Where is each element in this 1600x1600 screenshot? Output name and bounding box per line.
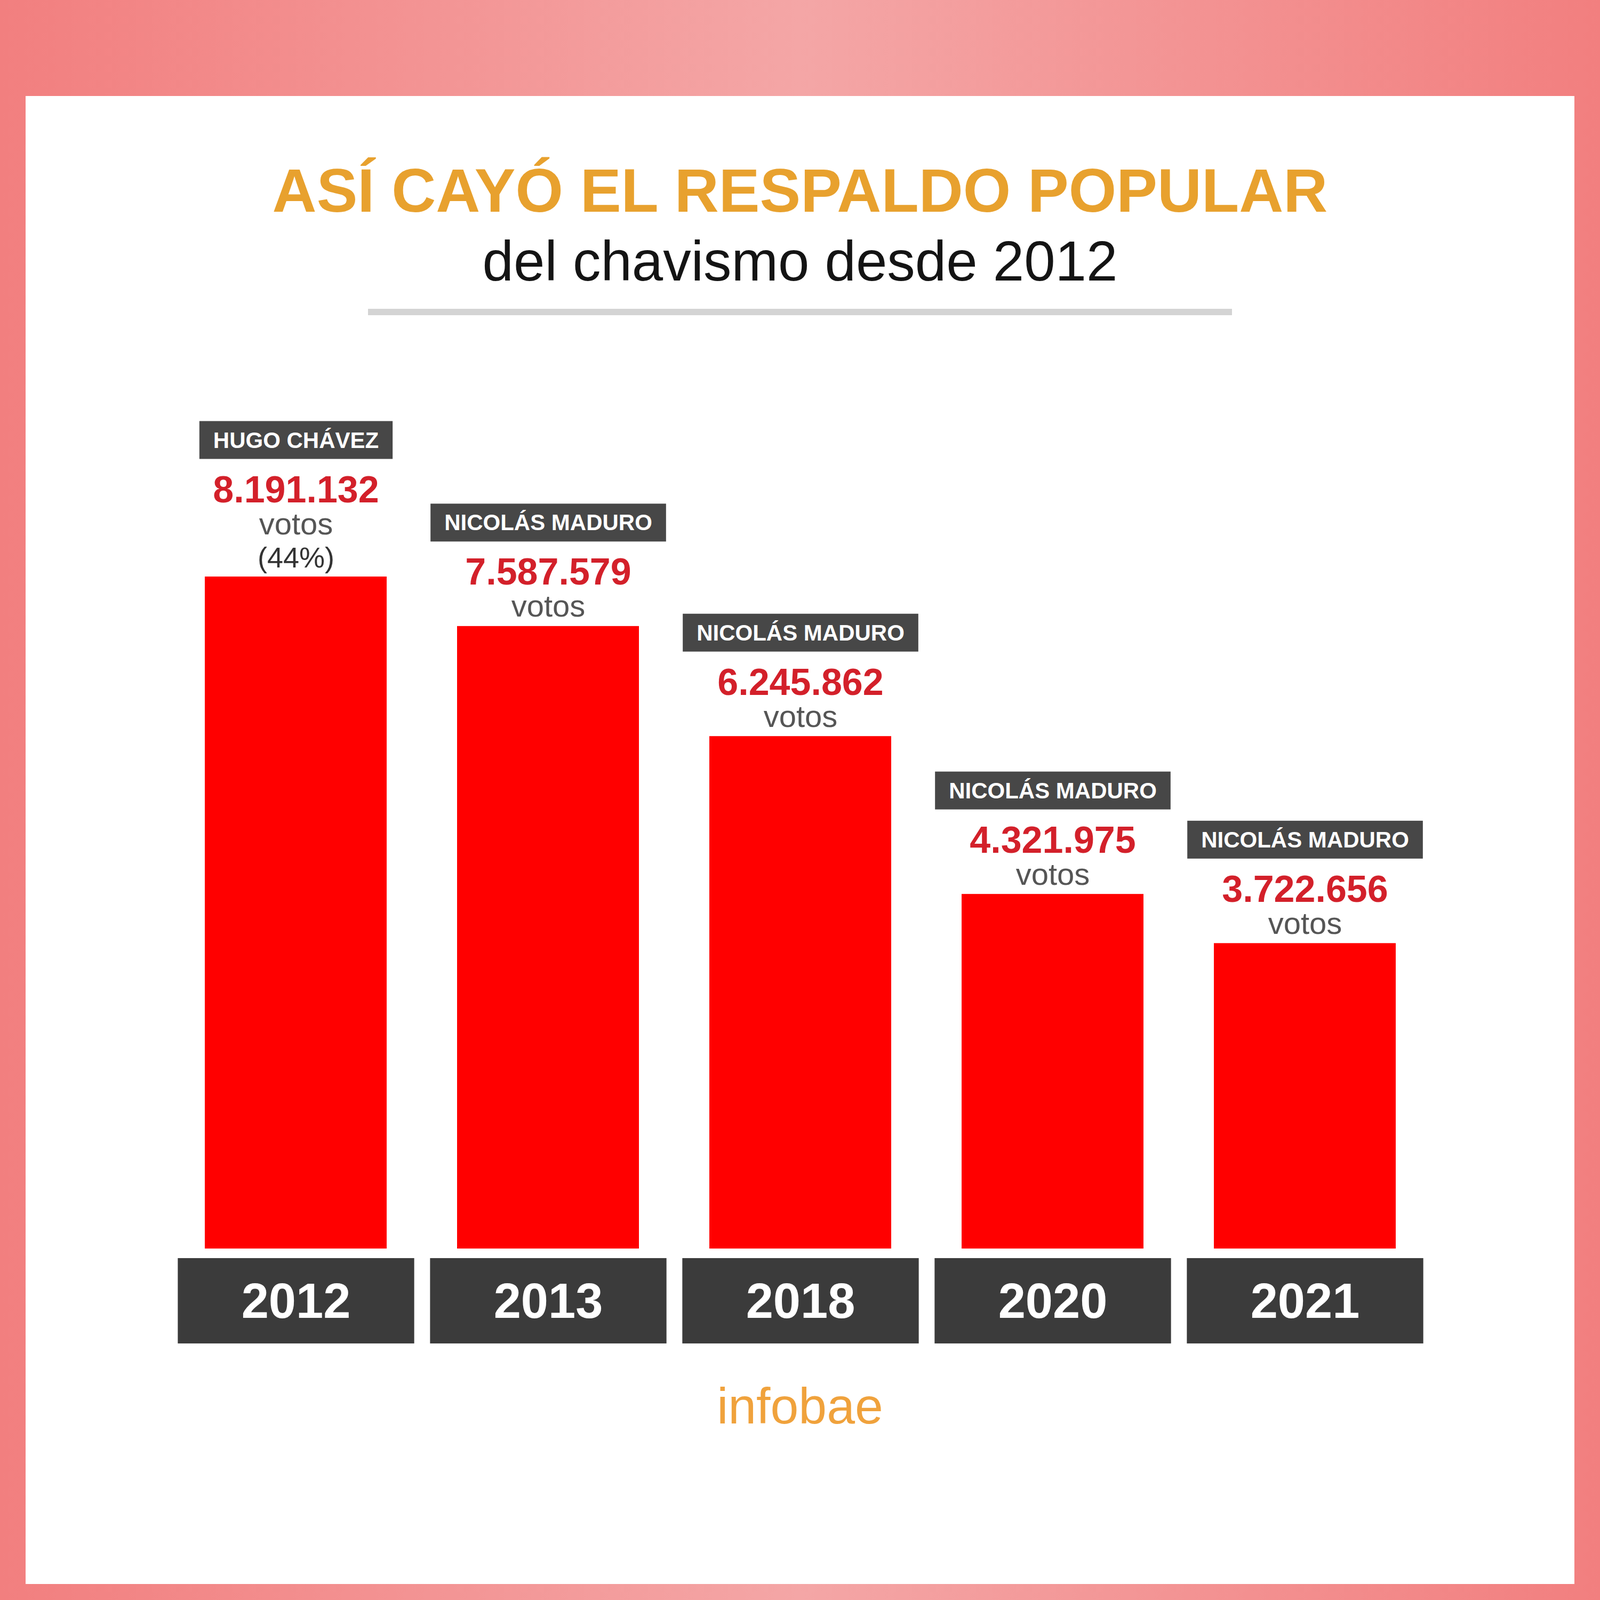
svg-text:2012: 2012 — [241, 1273, 351, 1328]
svg-text:votos: votos — [259, 506, 334, 541]
svg-text:votos: votos — [1016, 856, 1091, 892]
svg-text:votos: votos — [511, 588, 586, 623]
svg-text:3.722.656: 3.722.656 — [1221, 868, 1388, 910]
svg-text:2021: 2021 — [1250, 1273, 1360, 1328]
svg-text:NICOLÁS MADURO: NICOLÁS MADURO — [1201, 827, 1410, 853]
svg-text:NICOLÁS MADURO: NICOLÁS MADURO — [696, 620, 905, 646]
svg-text:HUGO CHÁVEZ: HUGO CHÁVEZ — [213, 427, 379, 453]
svg-text:7.587.579: 7.587.579 — [465, 550, 631, 593]
html-text:infobae: infobae — [716, 1377, 884, 1435]
svg-text:(44%): (44%) — [257, 541, 335, 574]
svg-text:2020: 2020 — [998, 1273, 1108, 1328]
html-text:del chavismo desde 2012: del chavismo desde 2012 — [482, 229, 1118, 293]
svg-text:NICOLÁS MADURO: NICOLÁS MADURO — [948, 778, 1157, 804]
svg-text:NICOLÁS MADURO: NICOLÁS MADURO — [444, 509, 653, 535]
svg-text:2013: 2013 — [493, 1273, 604, 1328]
svg-text:votos: votos — [763, 698, 838, 734]
svg-text:8.191.132: 8.191.132 — [212, 468, 379, 511]
svg-text:4.321.975: 4.321.975 — [969, 819, 1136, 861]
svg-text:votos: votos — [1268, 905, 1343, 941]
svg-text:6.245.862: 6.245.862 — [717, 661, 884, 703]
html-text:ASÍ CAYÓ EL RESPALDO POPULAR: ASÍ CAYÓ EL RESPALDO POPULAR — [272, 156, 1328, 225]
svg-text:2018: 2018 — [746, 1273, 856, 1328]
